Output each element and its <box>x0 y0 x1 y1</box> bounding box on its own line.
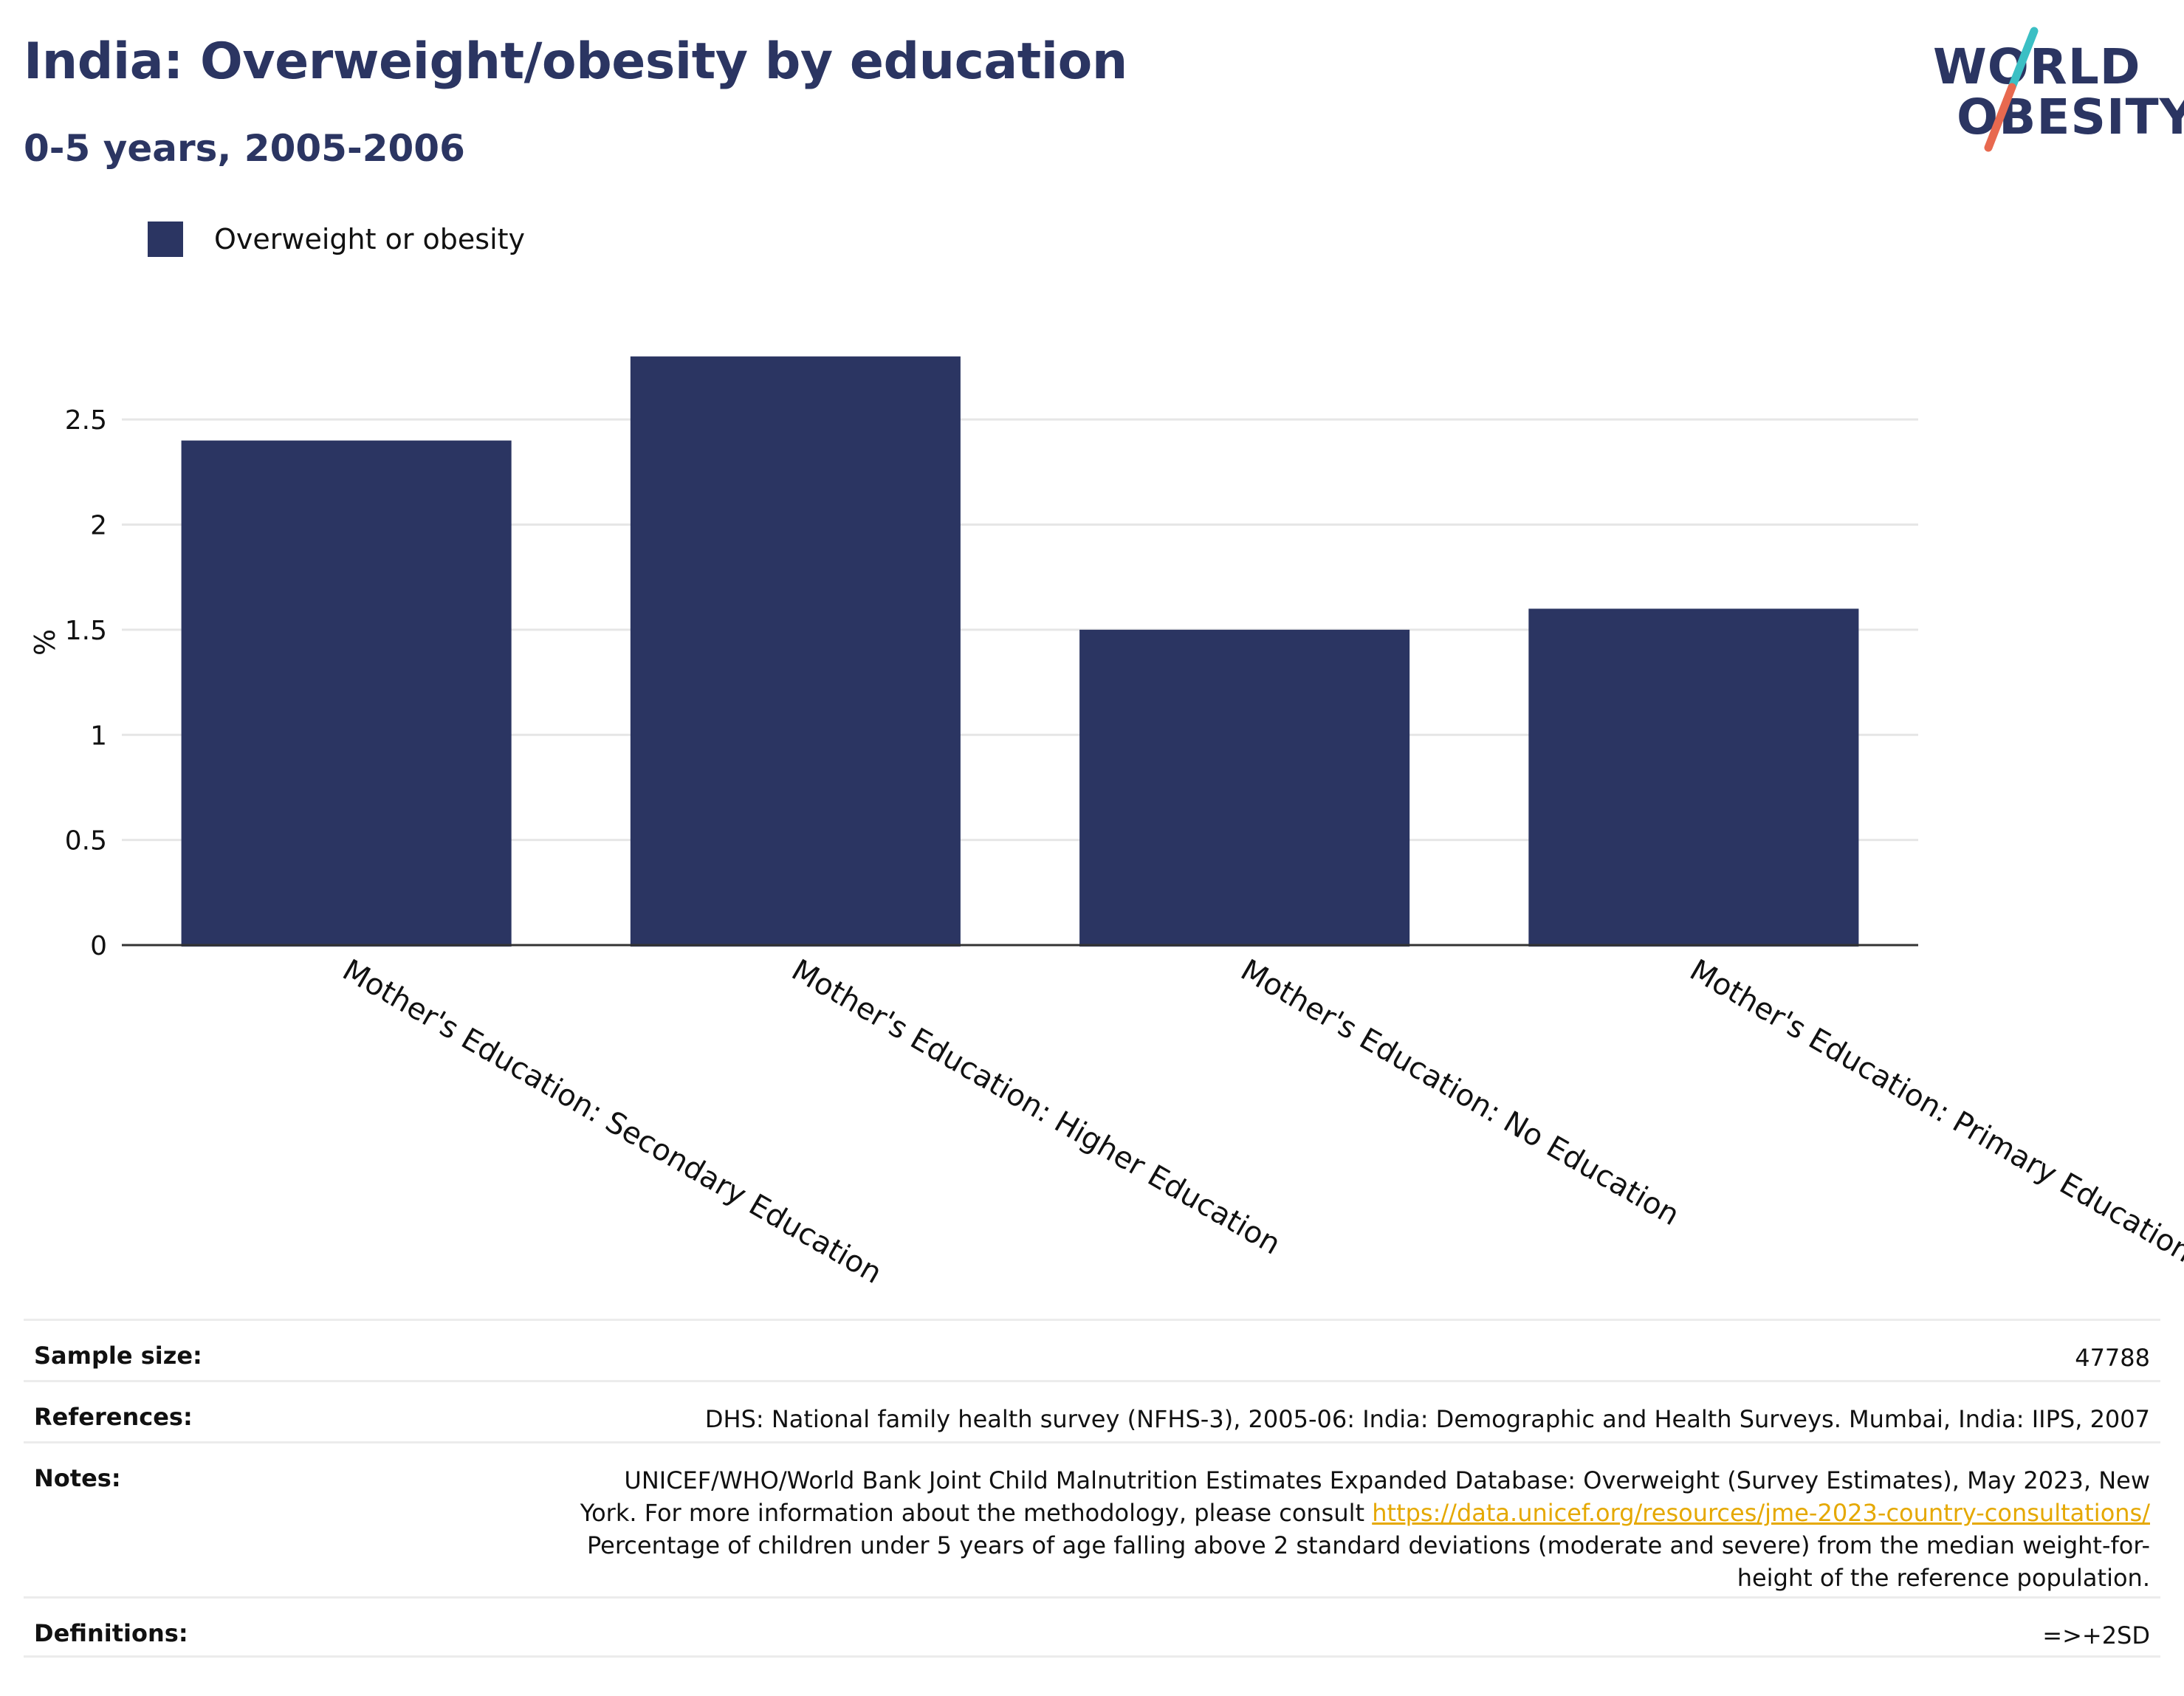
chart-legend[interactable]: Overweight or obesity <box>148 219 525 260</box>
bar <box>1079 629 1410 947</box>
bar <box>630 356 961 947</box>
x-tick-label: Mother's Education: Secondary Education <box>337 953 887 1291</box>
notes-label: Notes: <box>34 1464 121 1492</box>
sample-size-row: Sample size: 47788 <box>24 1319 2160 1380</box>
references-label: References: <box>34 1403 193 1431</box>
definitions-label: Definitions: <box>34 1619 188 1647</box>
logo-line-1: WORLD <box>1933 38 2141 95</box>
chart-subtitle: 0-5 years, 2005-2006 <box>24 127 465 170</box>
notes-row: Notes: UNICEF/WHO/World Bank Joint Child… <box>24 1441 2160 1596</box>
y-tick-label: 2.5 <box>65 405 107 436</box>
x-tick-label: Mother's Education: Primary Education <box>1684 953 2184 1270</box>
y-tick-label: 0 <box>90 931 107 961</box>
chart-title: India: Overweight/obesity by education <box>24 32 1127 91</box>
sample-size-label: Sample size: <box>34 1342 202 1370</box>
legend-label: Overweight or obesity <box>214 223 526 255</box>
bar <box>181 440 512 947</box>
notes-line-2: York. For more information about the met… <box>580 1497 2150 1529</box>
y-tick-label: 2 <box>90 511 107 541</box>
x-tick-label: Mother's Education: No Education <box>1235 953 1685 1232</box>
logo-slash-icon <box>1984 27 2039 152</box>
references-row: References: DHS: National family health … <box>24 1380 2160 1441</box>
bar <box>1528 608 1859 947</box>
y-axis-label: % <box>29 629 61 656</box>
sample-size-value: 47788 <box>2075 1344 2150 1372</box>
y-tick-label: 1.5 <box>65 616 107 646</box>
notes-line-1: UNICEF/WHO/World Bank Joint Child Malnut… <box>624 1466 2150 1494</box>
notes-line-2-prefix: York. For more information about the met… <box>580 1499 1365 1527</box>
y-tick-label: 0.5 <box>65 826 107 856</box>
definitions-row: Definitions: =>+2SD <box>24 1596 2160 1658</box>
notes-line-4: height of the reference population. <box>1737 1564 2150 1592</box>
methodology-link[interactable]: https://data.unicef.org/resources/jme-20… <box>1372 1499 2150 1527</box>
references-value: DHS: National family health survey (NFHS… <box>704 1405 2150 1433</box>
notes-line-3: Percentage of children under 5 years of … <box>587 1531 2150 1559</box>
legend-swatch <box>148 222 183 257</box>
y-tick-label: 1 <box>90 721 107 751</box>
bar-chart: 0 0.5 1 1.5 2 2.5% Mother's Education: Seconda… <box>29 356 2184 1291</box>
definitions-value: =>+2SD <box>2042 1621 2150 1649</box>
info-table: Sample size: 47788 References: DHS: Nati… <box>24 1319 2160 1658</box>
notes-value: UNICEF/WHO/World Bank Joint Child Malnut… <box>580 1464 2150 1594</box>
world-obesity-logo: WORLD OBESITY <box>1927 22 2184 155</box>
x-tick-label: Mother's Education: Higher Education <box>786 953 1286 1262</box>
